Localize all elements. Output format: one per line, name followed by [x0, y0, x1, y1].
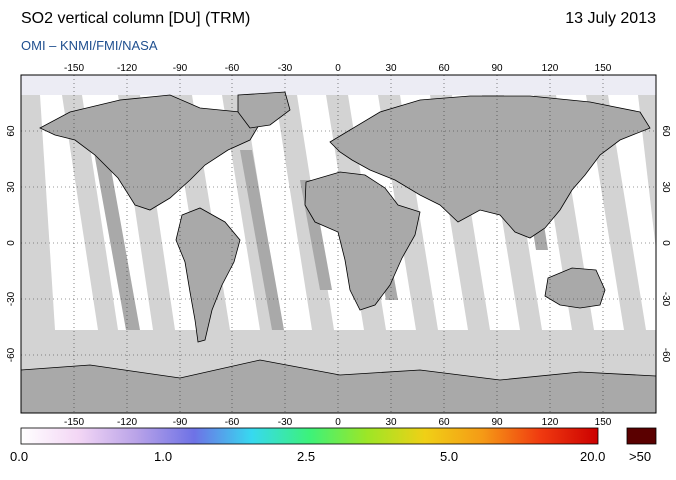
lon-tick-bottom: 90 [491, 417, 503, 428]
north-polar-region [21, 75, 656, 95]
lat-tick-right: 0 [660, 240, 671, 246]
lat-tick-right: -30 [660, 292, 671, 307]
lat-tick-left: 30 [6, 181, 17, 193]
eurasia [329, 95, 651, 239]
north-america [39, 94, 263, 211]
lat-tick-right: 60 [660, 125, 671, 137]
lon-tick-bottom: -30 [278, 417, 293, 428]
colorbar-label-5: >50 [629, 449, 652, 464]
map-date: 13 July 2013 [565, 10, 656, 27]
lon-tick-top: 150 [595, 63, 612, 74]
lon-tick-bottom: -90 [173, 417, 188, 428]
lon-tick-top: 60 [438, 63, 450, 74]
colorbar-label-3: 5.0 [440, 449, 459, 464]
lat-tick-left: -30 [6, 291, 17, 306]
lat-tick-right: 30 [660, 181, 671, 193]
lon-tick-bottom: -120 [117, 417, 137, 428]
map-content [21, 75, 656, 413]
lat-ticks-left: 60 30 0 -30 -60 [6, 125, 17, 362]
lon-tick-bottom: 30 [385, 417, 397, 428]
lon-tick-bottom: 150 [595, 417, 612, 428]
lat-tick-left: 0 [6, 240, 17, 246]
map-frame [20, 74, 657, 414]
lon-ticks-bottom: -150 -120 -90 -60 -30 0 30 60 90 120 150 [64, 417, 612, 428]
lon-tick-bottom: -150 [64, 417, 84, 428]
colorbar-label-2: 2.5 [297, 449, 316, 464]
south-america [175, 207, 241, 343]
lon-tick-top: -30 [278, 63, 293, 74]
lon-tick-bottom: -60 [225, 417, 240, 428]
colorbar-label-1: 1.0 [154, 449, 173, 464]
lon-tick-bottom: 0 [335, 417, 341, 428]
colorbar-label-0: 0.0 [10, 449, 29, 464]
lon-tick-top: 120 [542, 63, 559, 74]
graticule [21, 75, 656, 413]
lat-tick-left: -60 [6, 347, 17, 362]
colorbar-overflow [626, 427, 657, 445]
lat-tick-right: -60 [660, 348, 671, 363]
lon-tick-top: -150 [64, 63, 84, 74]
lat-tick-left: 60 [6, 125, 17, 137]
lat-ticks-right: 60 30 0 -30 -60 [660, 125, 671, 362]
lon-tick-top: -90 [173, 63, 188, 74]
lon-tick-top: 0 [335, 63, 341, 74]
map-subtitle: OMI – KNMI/FMI/NASA [21, 38, 158, 53]
lon-tick-top: 90 [491, 63, 503, 74]
lon-ticks-top: -150 -120 -90 -60 -30 0 30 60 90 120 150 [64, 63, 612, 74]
map-title: SO2 vertical column [DU] (TRM) [21, 10, 251, 27]
colorbar-label-4: 20.0 [580, 449, 606, 464]
lon-tick-bottom: 60 [438, 417, 450, 428]
colorbar [20, 427, 599, 445]
lon-tick-top: -60 [225, 63, 240, 74]
lon-tick-top: 30 [385, 63, 397, 74]
lon-tick-bottom: 120 [542, 417, 559, 428]
lon-tick-top: -120 [117, 63, 137, 74]
